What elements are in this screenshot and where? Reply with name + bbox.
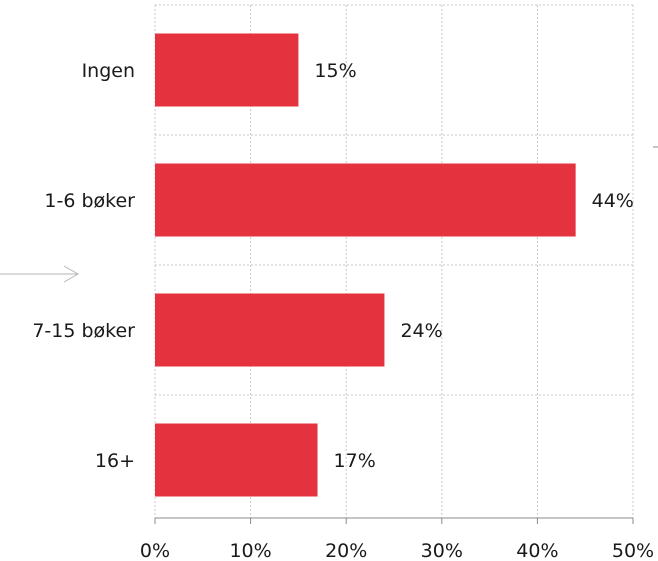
- x-tick-label-2: 20%: [325, 540, 367, 561]
- category-label-3: 16+: [95, 450, 135, 472]
- bar-1: [155, 163, 576, 237]
- x-tick-label-3: 30%: [421, 540, 463, 561]
- x-axis: [154, 517, 634, 524]
- arrow-icon: [0, 265, 80, 283]
- value-label-3: 17%: [334, 450, 376, 472]
- category-label-1: 1-6 bøker: [44, 190, 135, 212]
- category-label-2: 7-15 bøker: [32, 320, 135, 342]
- x-tick-label-5: 50%: [612, 540, 654, 561]
- value-label-1: 44%: [592, 190, 634, 212]
- bar-0: [155, 33, 299, 107]
- category-labels: Ingen 1-6 bøker 7-15 bøker 16+: [32, 60, 135, 472]
- value-label-0: 15%: [314, 60, 356, 82]
- bar-3: [155, 423, 318, 497]
- value-label-2: 24%: [400, 320, 442, 342]
- x-tick-label-4: 40%: [516, 540, 558, 561]
- bars: [155, 33, 576, 497]
- value-labels: 15% 44% 24% 17%: [314, 60, 633, 472]
- x-tick-label-1: 10%: [229, 540, 271, 561]
- tick-labels: 0% 10% 20% 30% 40% 50%: [140, 540, 654, 561]
- x-tick-label-0: 0%: [140, 540, 170, 561]
- category-label-0: Ingen: [82, 60, 135, 82]
- bar-2: [155, 293, 385, 367]
